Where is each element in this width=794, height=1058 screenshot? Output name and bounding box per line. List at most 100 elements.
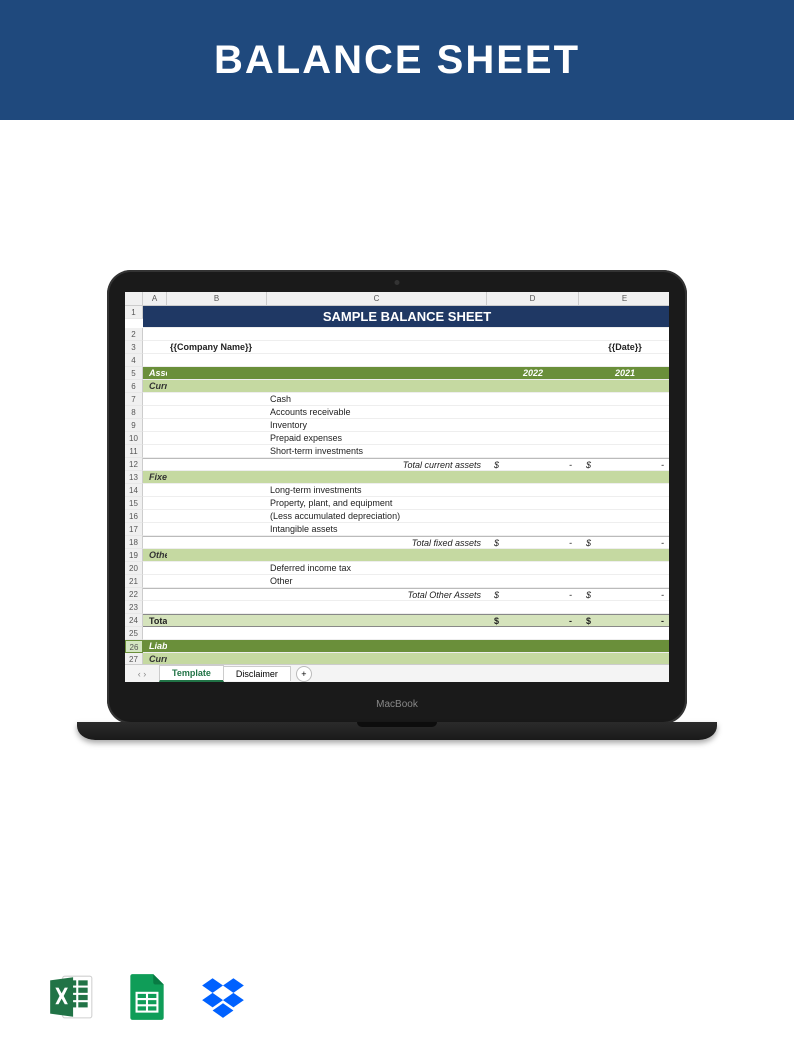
cell[interactable] [167,614,267,627]
cell[interactable] [267,627,487,640]
cell[interactable] [487,640,579,653]
cell[interactable] [579,601,669,614]
cell[interactable] [167,380,267,393]
row-header[interactable]: 22 [125,588,143,601]
cell[interactable] [167,549,267,562]
cell[interactable] [267,341,487,354]
tab-add-button[interactable]: + [296,666,312,682]
cell[interactable] [167,640,267,653]
tab-template[interactable]: Template [159,665,224,682]
cell[interactable] [267,614,487,627]
row-header[interactable]: 9 [125,419,143,432]
cell[interactable] [267,354,487,367]
cell[interactable]: {{Date}} [579,341,669,354]
cell[interactable]: Total Other Assets [267,588,487,601]
cell[interactable]: Prepaid expenses [267,432,487,445]
row-header[interactable]: 13 [125,471,143,484]
cell[interactable]: Cash [267,393,487,406]
cell[interactable] [267,640,487,653]
cell[interactable]: Inventory [267,419,487,432]
cell[interactable] [143,497,167,510]
cell[interactable] [579,328,669,341]
cell[interactable]: Total fixed assets [267,536,487,549]
row-header[interactable]: 4 [125,354,143,367]
row-header[interactable]: 1 [125,306,143,319]
excel-icon[interactable] [46,972,96,1022]
cell[interactable] [267,367,487,380]
cell[interactable] [167,523,267,536]
cell[interactable] [579,640,669,653]
cell[interactable] [579,484,669,497]
cell[interactable] [579,380,669,393]
cell[interactable]: Total current assets [267,458,487,471]
cell[interactable]: $- [487,458,579,471]
cell[interactable] [167,471,267,484]
cell[interactable]: Assets [143,367,167,380]
cell[interactable] [143,341,167,354]
cell[interactable] [487,484,579,497]
cell[interactable] [487,354,579,367]
cell[interactable] [579,562,669,575]
cell[interactable] [167,393,267,406]
cell[interactable] [167,445,267,458]
cell[interactable]: Long-term investments [267,484,487,497]
cell[interactable] [487,601,579,614]
cell[interactable] [487,549,579,562]
row-header[interactable]: 11 [125,445,143,458]
cell[interactable] [267,549,487,562]
cell[interactable]: $- [579,458,669,471]
cell[interactable] [167,601,267,614]
cell[interactable]: $- [579,588,669,601]
cell[interactable] [267,471,487,484]
cell[interactable] [143,393,167,406]
cell[interactable]: Other [267,575,487,588]
row-header[interactable]: 20 [125,562,143,575]
cell[interactable] [167,536,267,549]
cell[interactable] [579,419,669,432]
cell[interactable] [143,354,167,367]
cell[interactable] [143,510,167,523]
cell[interactable] [143,458,167,471]
cell[interactable] [487,341,579,354]
corner-cell[interactable] [125,292,143,306]
cell[interactable] [579,627,669,640]
cell[interactable] [167,458,267,471]
cell[interactable] [579,549,669,562]
cell[interactable] [267,601,487,614]
row-header[interactable]: 12 [125,458,143,471]
cell[interactable] [143,536,167,549]
cell[interactable] [487,471,579,484]
cell[interactable] [579,406,669,419]
cell[interactable] [487,328,579,341]
cell[interactable] [143,627,167,640]
cell[interactable] [267,380,487,393]
cell[interactable]: $- [579,536,669,549]
cell[interactable] [487,419,579,432]
cell[interactable] [167,627,267,640]
col-header[interactable]: C [267,292,487,306]
cell[interactable] [167,328,267,341]
cell[interactable] [487,575,579,588]
row-header[interactable]: 8 [125,406,143,419]
col-header[interactable]: D [487,292,579,306]
row-header[interactable]: 15 [125,497,143,510]
cell[interactable] [487,393,579,406]
cell[interactable] [167,432,267,445]
row-header[interactable]: 17 [125,523,143,536]
cell[interactable]: $- [487,536,579,549]
cell[interactable] [167,367,267,380]
cell[interactable]: $- [487,588,579,601]
cell[interactable] [487,497,579,510]
col-header[interactable]: E [579,292,669,306]
cell[interactable]: 2021 [579,367,669,380]
cell[interactable] [487,562,579,575]
row-header[interactable]: 3 [125,341,143,354]
cell[interactable] [487,523,579,536]
cell[interactable] [579,523,669,536]
row-header[interactable]: 5 [125,367,143,380]
cell[interactable] [143,575,167,588]
cell[interactable] [143,562,167,575]
row-header[interactable]: 24 [125,614,143,627]
row-header[interactable]: 14 [125,484,143,497]
cell[interactable] [143,601,167,614]
